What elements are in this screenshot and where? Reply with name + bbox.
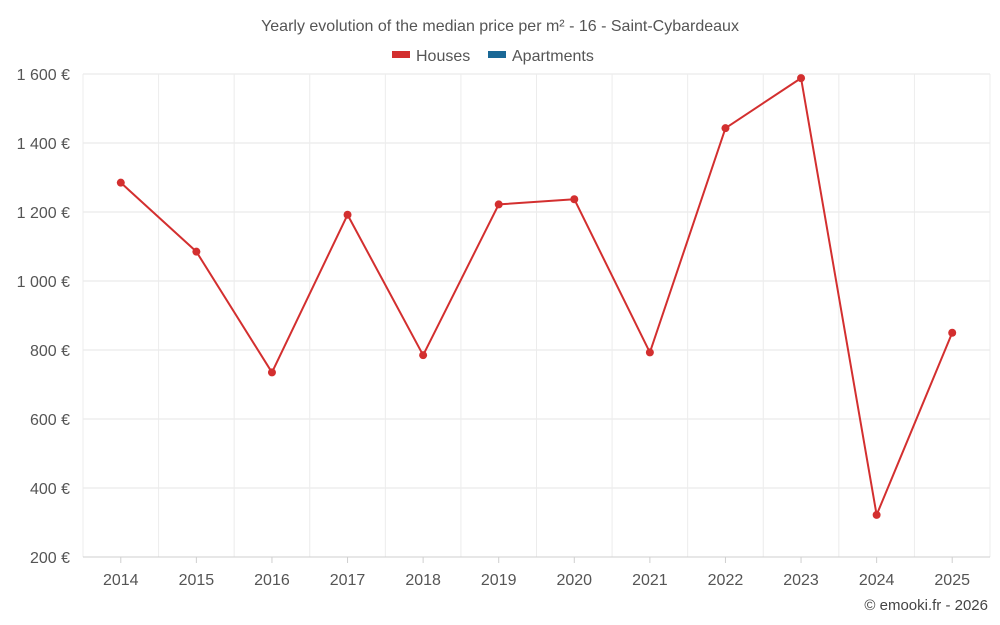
- data-point-2019[interactable]: [494, 200, 503, 209]
- legend-item-apartments[interactable]: Apartments: [488, 48, 594, 65]
- x-tick-label: 2022: [708, 572, 744, 589]
- legend-swatch-houses: [392, 51, 410, 58]
- data-point-2022[interactable]: [721, 124, 730, 133]
- x-tick-label: 2020: [556, 572, 592, 589]
- x-tick-label: 2017: [330, 572, 366, 589]
- y-axis: 200 € 400 € 600 € 800 € 1 000 € 1 200 € 1 400 …: [17, 67, 70, 567]
- data-point-2023[interactable]: [797, 74, 806, 83]
- data-point-2016[interactable]: [267, 368, 276, 377]
- chart-title: Yearly evolution of the median price per…: [261, 18, 739, 35]
- x-tick-label: 2015: [179, 572, 215, 589]
- y-tick-label: 1 000 €: [17, 274, 70, 291]
- legend-label-apartments: Apartments: [512, 48, 594, 65]
- data-point-2018[interactable]: [419, 351, 428, 360]
- data-point-2017[interactable]: [343, 210, 352, 219]
- data-point-2014[interactable]: [116, 178, 125, 187]
- y-tick-label: 1 600 €: [17, 67, 70, 84]
- x-axis: 2014 2015 2016 2017 2018 2019 2020 2021 2022 2023…: [83, 556, 990, 589]
- y-tick-label: 600 €: [30, 412, 70, 429]
- legend: Houses Apartments: [392, 48, 594, 65]
- data-point-2025[interactable]: [948, 328, 957, 337]
- y-tick-label: 400 €: [30, 481, 70, 498]
- data-point-2015[interactable]: [192, 247, 201, 256]
- series-houses: [116, 74, 957, 519]
- x-tick-label: 2018: [405, 572, 441, 589]
- y-tick-label: 1 400 €: [17, 136, 70, 153]
- series-line-houses: [120, 77, 954, 516]
- y-tick-label: 200 €: [30, 550, 70, 567]
- data-point-2021[interactable]: [645, 348, 654, 357]
- x-tick-label: 2021: [632, 572, 668, 589]
- x-tick-label: 2024: [859, 572, 895, 589]
- data-point-2020[interactable]: [570, 195, 579, 204]
- data-point-2024[interactable]: [872, 510, 881, 519]
- legend-label-houses: Houses: [416, 48, 470, 65]
- legend-item-houses[interactable]: Houses: [392, 48, 470, 65]
- y-tick-label: 1 200 €: [17, 205, 70, 222]
- x-tick-label: 2016: [254, 572, 290, 589]
- credit: © emooki.fr - 2026: [864, 597, 988, 614]
- y-tick-label: 800 €: [30, 343, 70, 360]
- x-tick-label: 2023: [783, 572, 819, 589]
- legend-swatch-apartments: [488, 51, 506, 58]
- grid: [82, 73, 991, 558]
- x-tick-label: 2014: [103, 572, 139, 589]
- x-tick-label: 2025: [934, 572, 970, 589]
- x-tick-label: 2019: [481, 572, 517, 589]
